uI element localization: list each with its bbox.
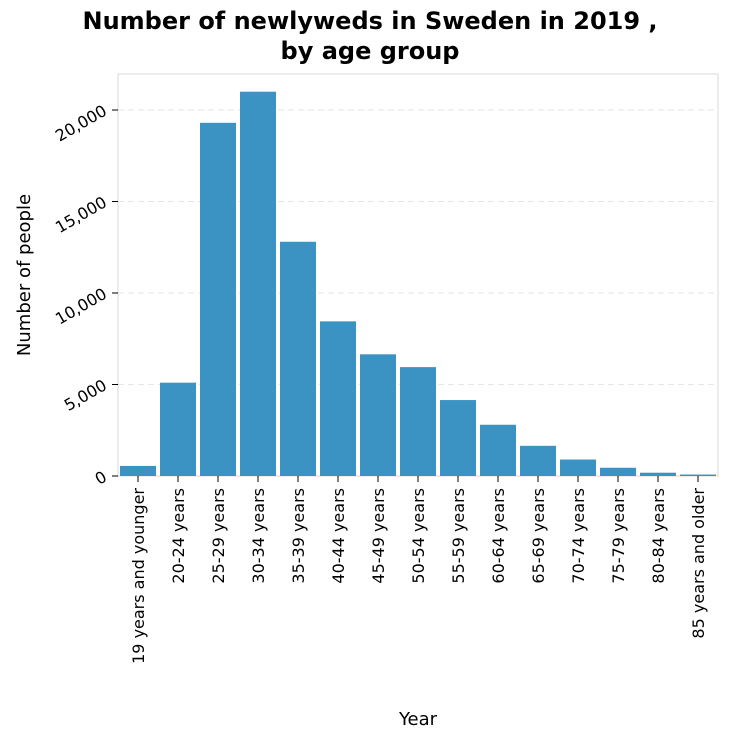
bar bbox=[400, 367, 436, 476]
y-axis-label: Number of people bbox=[14, 194, 35, 356]
bar bbox=[120, 465, 156, 476]
bar bbox=[280, 241, 316, 476]
bar bbox=[240, 91, 276, 476]
y-axis: 0 5,000 10,000 15,000 20,000 bbox=[52, 101, 118, 489]
x-tick-label: 60-64 years bbox=[489, 488, 508, 584]
bar bbox=[200, 122, 236, 476]
chart-title-line-1: Number of newlyweds in Sweden in 2019 , bbox=[82, 7, 658, 35]
x-tick-label: 35-39 years bbox=[289, 488, 308, 584]
bar bbox=[600, 467, 636, 476]
bar bbox=[360, 354, 396, 476]
x-tick-label: 19 years and younger bbox=[129, 488, 148, 664]
x-tick-label: 25-29 years bbox=[209, 488, 228, 584]
bar bbox=[560, 459, 596, 476]
x-tick-label: 65-69 years bbox=[529, 488, 548, 584]
bar bbox=[640, 472, 676, 476]
y-tick-label: 5,000 bbox=[61, 376, 110, 415]
x-tick-label: 40-44 years bbox=[329, 488, 348, 584]
y-tick-label: 15,000 bbox=[52, 193, 110, 237]
x-tick-label: 85 years and older bbox=[689, 488, 708, 639]
bar bbox=[480, 424, 516, 476]
x-tick-label: 30-34 years bbox=[249, 488, 268, 584]
x-axis-label: Year bbox=[398, 709, 438, 730]
x-tick-label: 55-59 years bbox=[449, 488, 468, 584]
bars bbox=[120, 91, 716, 476]
x-axis: 19 years and younger 20-24 years 25-29 yea… bbox=[129, 476, 708, 664]
x-tick-label: 20-24 years bbox=[169, 488, 188, 584]
chart-title-line-2: by age group bbox=[280, 37, 460, 65]
x-tick-label: 80-84 years bbox=[649, 488, 668, 584]
y-tick-label: 0 bbox=[92, 467, 110, 489]
x-tick-label: 45-49 years bbox=[369, 488, 388, 584]
y-tick-label: 20,000 bbox=[52, 101, 110, 145]
bar bbox=[680, 474, 716, 476]
y-tick-label: 10,000 bbox=[52, 284, 110, 328]
bar bbox=[320, 321, 356, 476]
x-tick-label: 70-74 years bbox=[569, 488, 588, 584]
chart-title: Number of newlyweds in Sweden in 2019 , … bbox=[0, 6, 740, 66]
bar bbox=[520, 445, 556, 476]
x-tick-label: 75-79 years bbox=[609, 488, 628, 584]
bar bbox=[440, 400, 476, 476]
x-tick-label: 50-54 years bbox=[409, 488, 428, 584]
bar bbox=[160, 382, 196, 476]
